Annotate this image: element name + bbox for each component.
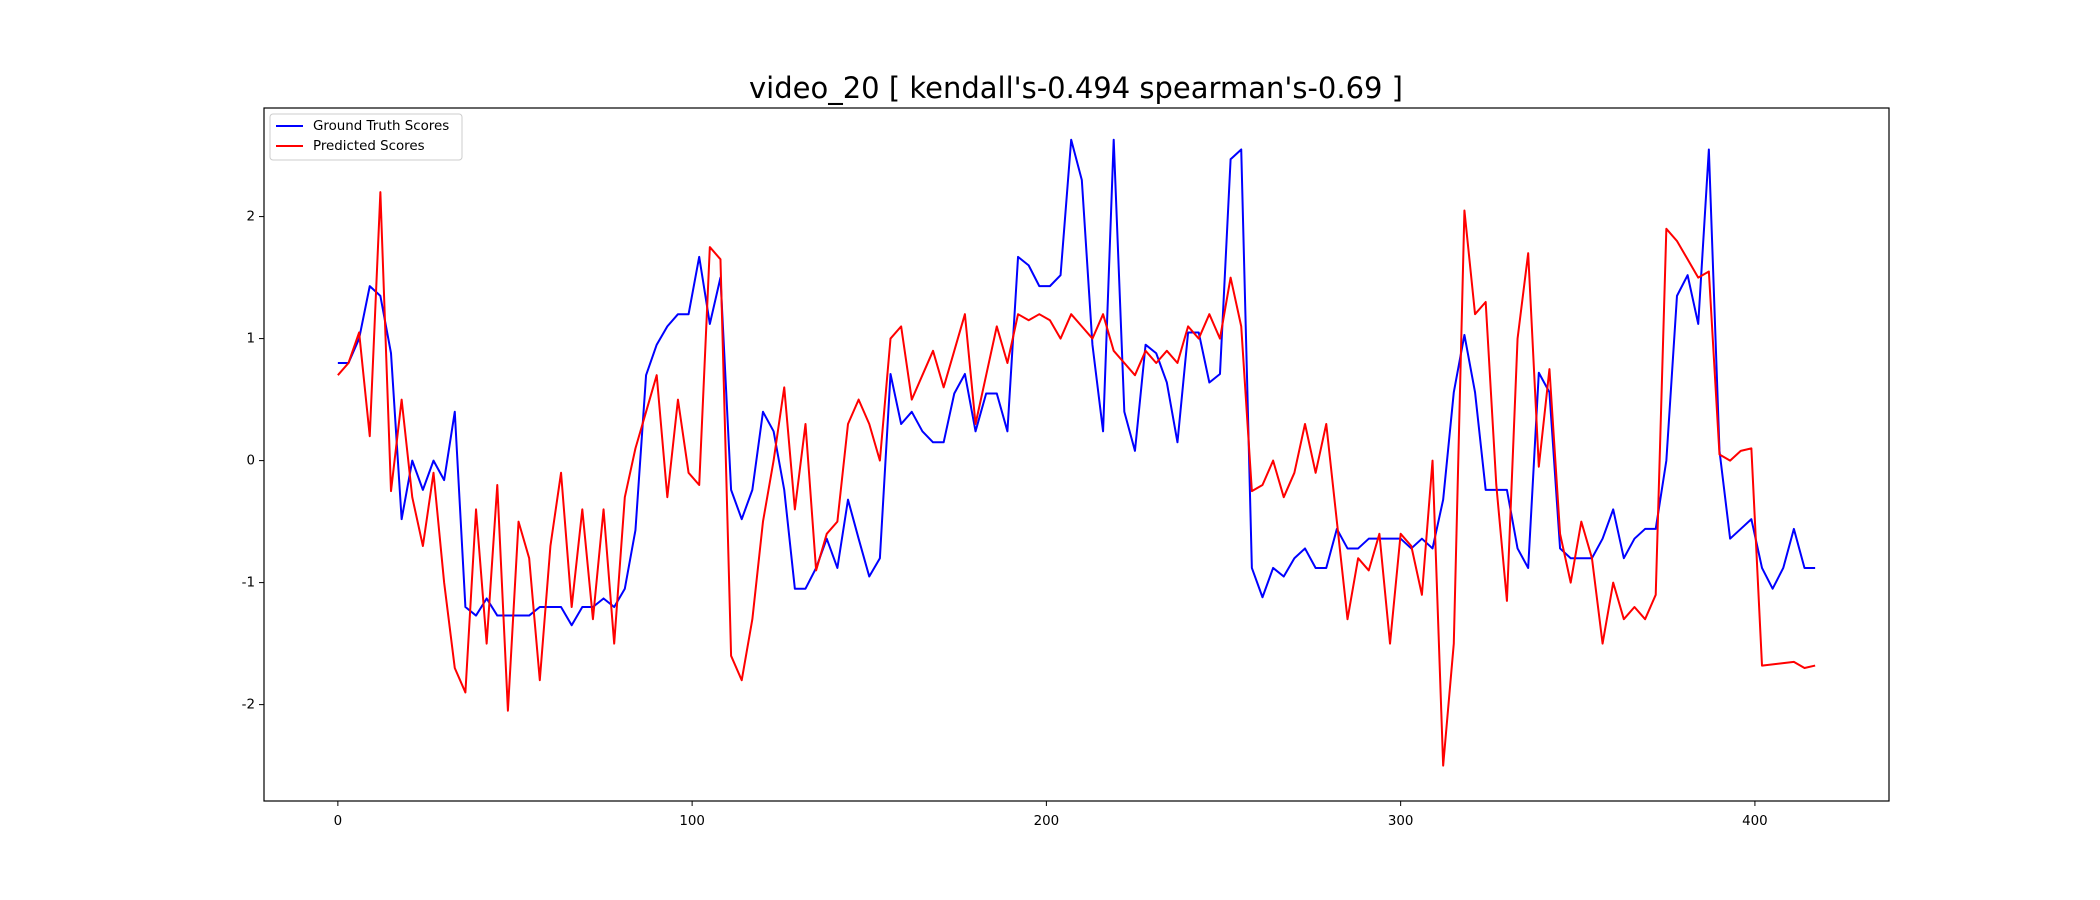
x-tick-label: 100 — [679, 814, 705, 829]
y-tick-label: 1 — [246, 332, 255, 347]
legend-label: Predicted Scores — [313, 139, 425, 154]
chart-title: video_20 [ kendall's-0.494 spearman's-0.… — [749, 71, 1403, 105]
y-tick-label: -1 — [242, 576, 255, 591]
y-tick-label: 2 — [246, 210, 255, 225]
y-tick-label: 0 — [246, 454, 255, 469]
plot-frame — [263, 107, 1890, 802]
series-line — [337, 191, 1816, 767]
series-line — [337, 138, 1816, 627]
legend-label: Ground Truth Scores — [313, 119, 449, 134]
x-tick-label: 400 — [1742, 814, 1768, 829]
legend-box — [269, 113, 463, 161]
x-tick-label: 0 — [334, 814, 343, 829]
x-tick-label: 200 — [1034, 814, 1060, 829]
x-tick-label: 300 — [1388, 814, 1414, 829]
y-tick-label: -2 — [242, 698, 255, 713]
